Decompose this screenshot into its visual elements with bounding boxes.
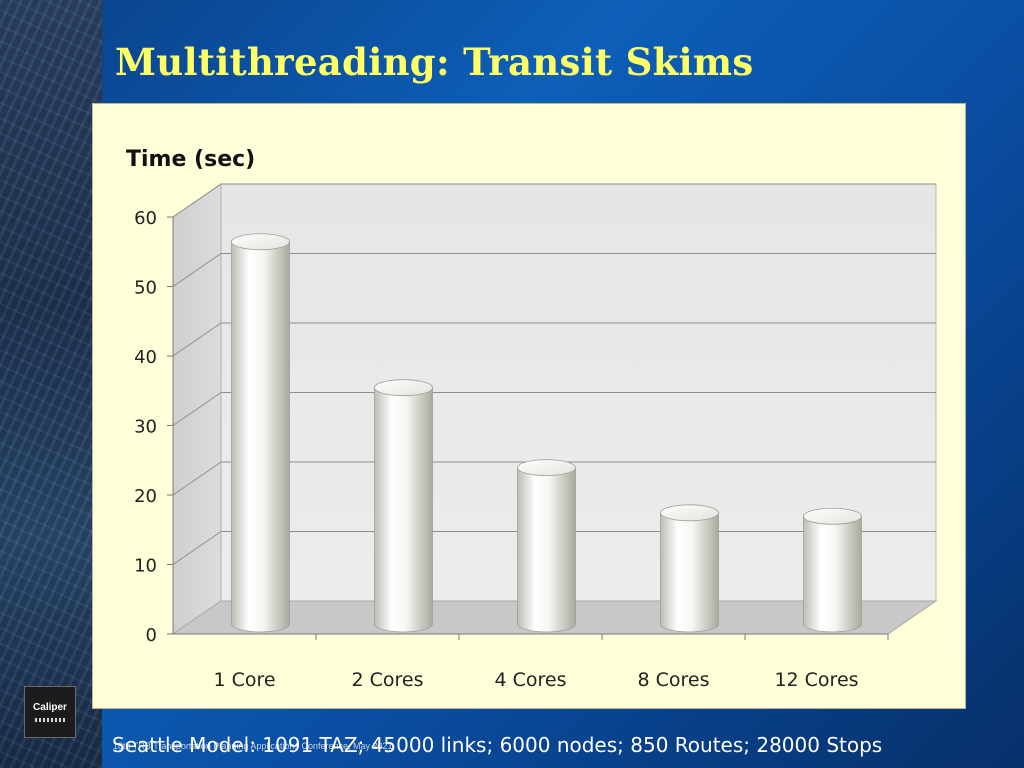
- bar-cylinder-cap: [517, 459, 576, 477]
- x-category-label: 12 Cores: [774, 669, 858, 691]
- caliper-logo: Caliper: [24, 686, 76, 738]
- y-tick-label: 40: [134, 347, 157, 368]
- x-category-label: 8 Cores: [637, 669, 709, 691]
- chart-panel: 0 10 20 30 40 50 60 Time (sec) 1 Core 2 Cores 4 Co…: [92, 103, 966, 709]
- y-tick-label: 20: [134, 486, 157, 507]
- y-tick-label: 30: [134, 417, 157, 438]
- footer-conference-note: 18th TRB Transportation Planning Applica…: [113, 741, 393, 751]
- bar-cylinder-body: [517, 467, 576, 633]
- bar-cylinder-cap: [374, 379, 433, 397]
- bar-cylinder-cap: [231, 233, 290, 251]
- y-tick-label: 60: [134, 208, 157, 229]
- bar-cylinder-body: [803, 515, 862, 633]
- slide-title: Multithreading: Transit Skims: [115, 40, 754, 84]
- bar-cylinder-cap: [660, 504, 719, 522]
- gridline-diagonal: [172, 461, 222, 496]
- gridline-diagonal: [172, 253, 222, 287]
- background-photo-strip: [0, 0, 102, 768]
- x-category-label: 4 Cores: [494, 669, 566, 691]
- gridline-diagonal: [172, 322, 222, 357]
- bar-cylinder-body: [660, 512, 719, 633]
- bar-cylinder-cap: [803, 507, 862, 525]
- y-axis-label: Time (sec): [126, 147, 255, 172]
- y-tick-label: 10: [134, 556, 157, 577]
- y-tick-label: 0: [146, 625, 157, 646]
- x-category-label: 2 Cores: [351, 669, 423, 691]
- gridline-diagonal: [172, 392, 222, 426]
- y-tick-label: 50: [134, 278, 157, 299]
- gridline-diagonal: [172, 183, 222, 218]
- bar-chart: 0 10 20 30 40 50 60 Time (sec) 1 Core 2 Cores 4 Co…: [126, 147, 938, 691]
- footer-model-description: Seattle Model: 1091 TAZ; 45000 links; 60…: [112, 733, 883, 757]
- logo-stripes: [35, 718, 65, 722]
- logo-text: Caliper: [33, 702, 67, 713]
- bar-cylinder-body: [231, 241, 290, 633]
- bar-cylinder-body: [374, 387, 433, 633]
- gridline-diagonal: [172, 531, 222, 565]
- x-category-label: 1 Core: [213, 669, 275, 691]
